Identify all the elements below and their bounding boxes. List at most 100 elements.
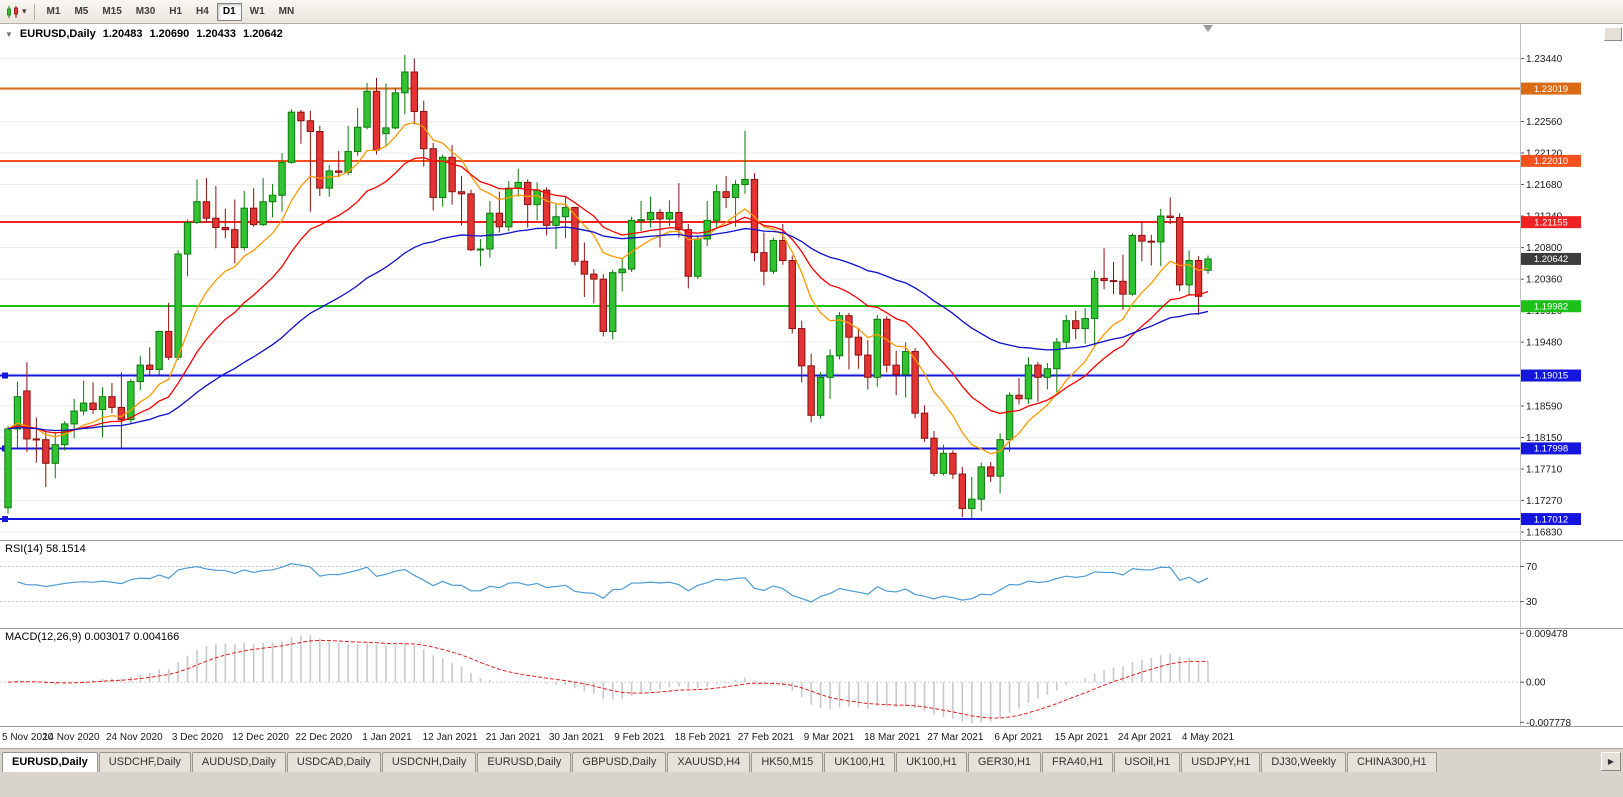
price-badge-1.19015: 1.19015	[1521, 369, 1581, 382]
x-axis-date-label: 18 Feb 2021	[675, 732, 732, 743]
timeframe-button-m5[interactable]: M5	[68, 3, 94, 21]
rsi-axis-label: 70	[1526, 562, 1538, 573]
dropdown-caret-icon[interactable]: ▾	[22, 6, 27, 16]
svg-text:1.17012: 1.17012	[1534, 514, 1568, 525]
chart-tabs: EURUSD,Daily USDCHF,Daily AUDUSD,Daily USDC…	[2, 752, 1597, 772]
chart-tab-usdcnh-daily[interactable]: USDCNH,Daily	[381, 752, 477, 772]
close-value: 1.20642	[243, 28, 283, 40]
x-axis-date-label: 27 Feb 2021	[738, 732, 795, 743]
svg-text:1.21155: 1.21155	[1534, 217, 1568, 228]
chart-tab-ger30-h1[interactable]: GER30,H1	[967, 752, 1042, 772]
ma-20-line	[7, 156, 1209, 434]
horizontal-line-1.17012[interactable]	[0, 516, 1520, 523]
timeframe-buttons: M1 M5 M15 M30 H1 H4 D1 W1 MN	[40, 2, 302, 21]
chart-tab-usdjpy-h1[interactable]: USDJPY,H1	[1181, 752, 1261, 772]
chart-tab-china300-h1[interactable]: CHINA300,H1	[1346, 752, 1437, 772]
open-value: 1.20483	[102, 28, 143, 40]
price-axis-tick-label: 1.17270	[1526, 496, 1563, 507]
x-axis-date-label: 1 Jan 2021	[362, 732, 412, 743]
chart-tab-gbpusd-daily[interactable]: GBPUSD,Daily	[572, 752, 667, 772]
rsi-axis-label: 30	[1526, 597, 1538, 608]
price-badge-1.22010: 1.22010	[1521, 154, 1581, 167]
low-value: 1.20433	[196, 28, 237, 40]
chart-ohlc-label: ▼ EURUSD,Daily 1.20483 1.20690 1.20433 1…	[5, 28, 283, 40]
chart-tab-fra40-h1[interactable]: FRA40,H1	[1042, 752, 1114, 772]
x-axis-date-label: 24 Nov 2020	[106, 732, 163, 743]
x-axis-date-label: 18 Mar 2021	[864, 732, 921, 743]
timeframe-button-m1[interactable]: M1	[41, 3, 67, 21]
candlestick-series	[4, 54, 1212, 519]
x-axis-date-label: 9 Mar 2021	[804, 732, 855, 743]
chart-shift-marker-icon[interactable]	[1203, 25, 1213, 32]
price-axis-tick-label: 1.20360	[1526, 275, 1563, 286]
timeframe-button-mn[interactable]: MN	[273, 3, 301, 21]
price-axis-tick-label: 1.20800	[1526, 243, 1563, 254]
macd-axis-label: 0.009478	[1526, 629, 1568, 640]
price-chart-svg[interactable]: 1.234401.230001.225601.221201.216801.212…	[0, 24, 1623, 748]
chart-tabs-bar: EURUSD,Daily USDCHF,Daily AUDUSD,Daily USDC…	[0, 748, 1623, 772]
svg-text:1.20642: 1.20642	[1534, 254, 1568, 265]
timeframe-button-h4[interactable]: H4	[190, 3, 215, 21]
macd-signal-line	[7, 639, 1209, 719]
price-axis-tick-label: 1.22560	[1526, 117, 1563, 128]
toolbar-separator	[33, 3, 35, 20]
svg-text:1.23019: 1.23019	[1534, 84, 1568, 95]
status-strip	[0, 772, 1623, 797]
chart-area[interactable]: 1.234401.230001.225601.221201.216801.212…	[0, 24, 1623, 748]
timeframe-button-m15[interactable]: M15	[96, 3, 127, 21]
timeframe-button-m30[interactable]: M30	[130, 3, 161, 21]
x-axis-date-label: 5 Nov 2020	[2, 732, 54, 743]
x-axis-date-label: 27 Mar 2021	[927, 732, 984, 743]
price-badge-1.23019: 1.23019	[1521, 82, 1581, 95]
macd-axis-label: -0.007778	[1526, 718, 1571, 729]
chart-tab-eurusd-daily[interactable]: EURUSD,Daily	[477, 752, 572, 772]
chart-tab-dj30-weekly[interactable]: DJ30,Weekly	[1261, 752, 1346, 772]
chart-tab-uk100-h1[interactable]: UK100,H1	[896, 752, 967, 772]
price-badge-1.21155: 1.21155	[1521, 216, 1581, 228]
x-axis-date-label: 6 Apr 2021	[994, 732, 1043, 743]
svg-text:1.19015: 1.19015	[1534, 371, 1568, 382]
chart-tab-usdchf-daily[interactable]: USDCHF,Daily	[98, 752, 191, 772]
chart-top-right-button[interactable]	[1604, 27, 1622, 41]
x-axis-date-label: 14 Nov 2020	[43, 732, 100, 743]
chart-tab-usdcad-daily[interactable]: USDCAD,Daily	[286, 752, 381, 772]
timeframe-button-h1[interactable]: H1	[163, 3, 188, 21]
svg-text:1.17998: 1.17998	[1534, 444, 1568, 455]
tab-scroll-right-button[interactable]: ▶	[1601, 752, 1621, 771]
timeframe-button-d1[interactable]: D1	[216, 2, 242, 21]
x-axis-date-label: 15 Apr 2021	[1055, 732, 1109, 743]
price-axis-tick-label: 1.16830	[1526, 528, 1563, 539]
x-axis-date-label: 3 Dec 2020	[172, 732, 224, 743]
price-badge-1.19982: 1.19982	[1521, 300, 1581, 312]
horizontal-line-1.17998[interactable]	[0, 445, 1520, 452]
price-axis-tick-label: 1.18590	[1526, 401, 1563, 412]
macd-axis-label: 0.00	[1526, 678, 1546, 689]
chart-tab-usoil-h1[interactable]: USOil,H1	[1114, 752, 1181, 772]
horizontal-line-1.19015[interactable]	[0, 372, 1520, 379]
chart-tab-xauusd-h4[interactable]: XAUUSD,H4	[667, 752, 751, 772]
price-axis-tick-label: 1.18150	[1526, 433, 1563, 444]
x-axis-date-label: 9 Feb 2021	[614, 732, 665, 743]
price-axis-tick-label: 1.17710	[1526, 465, 1563, 476]
timeframe-toolbar: ▾ M1 M5 M15 M30 H1 H4 D1 W1 MN	[0, 0, 1623, 24]
price-axis-tick-label: 1.22120	[1526, 149, 1563, 160]
timeframe-button-w1[interactable]: W1	[244, 3, 271, 21]
chart-tab-uk100-h1[interactable]: UK100,H1	[824, 752, 896, 772]
ma-50-line	[7, 226, 1209, 432]
chart-marker-icon: ▼	[5, 29, 13, 39]
x-axis-date-label: 30 Jan 2021	[549, 732, 604, 743]
x-axis-date-label: 22 Dec 2020	[295, 732, 352, 743]
price-axis-tick-label: 1.23440	[1526, 54, 1563, 65]
ma-10-line	[7, 121, 1209, 455]
chart-tab-audusd-daily[interactable]: AUDUSD,Daily	[191, 752, 286, 772]
symbol-period-label: EURUSD,Daily	[19, 28, 96, 40]
line-anchor-marker[interactable]	[2, 516, 8, 523]
svg-text:1.19982: 1.19982	[1534, 301, 1568, 312]
line-anchor-marker[interactable]	[2, 372, 8, 379]
candlestick-chart-icon[interactable]	[4, 4, 22, 20]
price-badge-1.17998: 1.17998	[1521, 442, 1581, 455]
x-axis-date-label: 24 Apr 2021	[1118, 732, 1172, 743]
chart-tab-eurusd-daily[interactable]: EURUSD,Daily	[2, 752, 98, 772]
chart-tab-hk50-m15[interactable]: HK50,M15	[751, 752, 824, 772]
